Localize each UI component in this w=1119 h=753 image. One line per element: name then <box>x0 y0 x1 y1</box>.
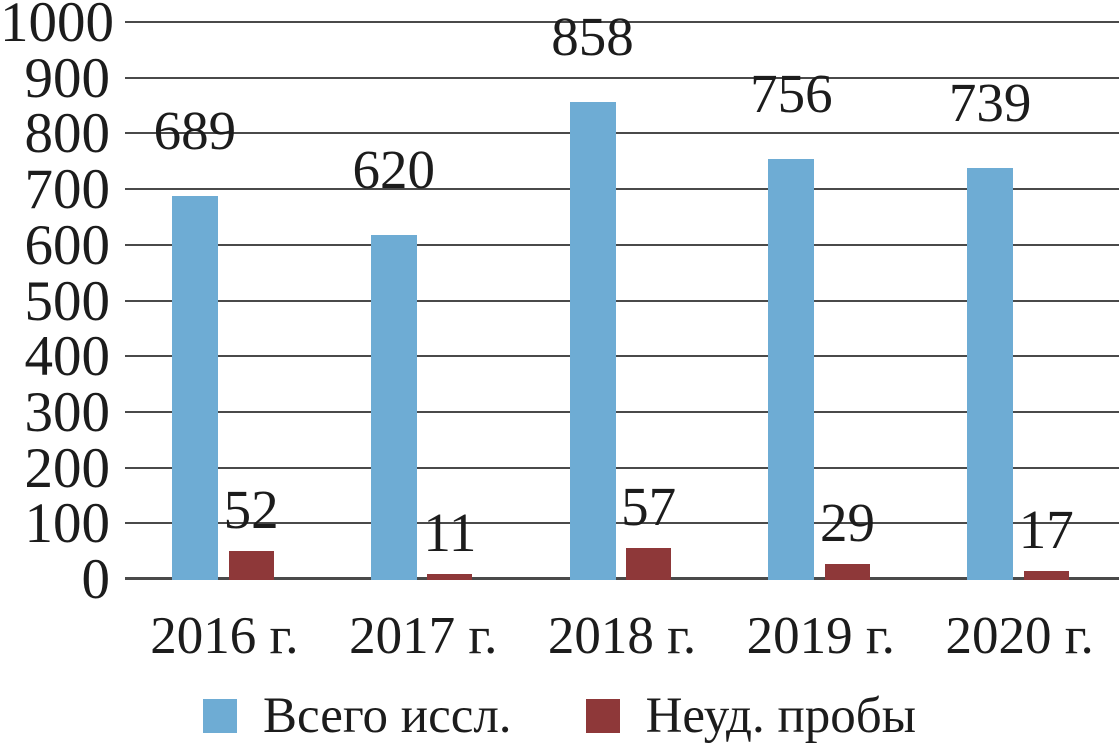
legend: Всего иссл. Неуд. пробы <box>0 690 1119 742</box>
x-tick-label: 2017 г. <box>349 607 498 665</box>
bar-failed-2016 г. <box>228 551 274 580</box>
x-tick-label: 2019 г. <box>746 607 895 665</box>
bar-value-label: 756 <box>750 62 833 124</box>
y-tick-label: 400 <box>24 325 111 389</box>
gridline <box>125 522 1119 525</box>
gridline <box>125 21 1119 23</box>
y-tick-label: 500 <box>24 269 111 333</box>
legend-label-total: Всего иссл. <box>262 688 512 744</box>
y-tick-label: 800 <box>24 102 111 166</box>
y-tick-label: 200 <box>24 436 111 500</box>
gridline <box>125 410 1119 413</box>
y-tick-label: 100 <box>24 492 111 556</box>
y-tick-label: 700 <box>24 158 111 222</box>
x-axis: 2016 г. 2017 г. 2018 г. 2019 г. 2020 г. <box>125 604 1119 668</box>
y-tick-label: 300 <box>24 380 111 444</box>
bar-failed-2019 г. <box>824 563 870 580</box>
y-tick-label: 600 <box>24 213 111 277</box>
gridline <box>125 355 1119 358</box>
bar-value-label: 689 <box>153 100 237 162</box>
gridline <box>125 466 1119 469</box>
bar-value-label: 57 <box>621 476 677 538</box>
bar-total-2016 г. <box>171 196 218 580</box>
bar-total-2017 г. <box>370 234 417 580</box>
bar-total-2018 г. <box>569 102 616 580</box>
bar-failed-2018 г. <box>626 548 672 580</box>
y-tick-label: 900 <box>24 46 111 110</box>
legend-item-total: Всего иссл. <box>202 688 512 744</box>
y-tick-label: 1000 <box>0 0 114 54</box>
y-tick-label: 0 <box>81 548 111 611</box>
y-axis: 0 100 200 300 400 500 600 700 800 900 1000 <box>0 0 114 610</box>
bar-total-2020 г. <box>967 168 1014 580</box>
bar-value-label: 620 <box>352 138 435 200</box>
legend-label-failed: Неуд. пробы <box>645 688 917 744</box>
x-tick-label: 2016 г. <box>150 607 299 665</box>
bar-failed-2020 г. <box>1023 570 1069 580</box>
legend-item-failed: Неуд. пробы <box>585 688 917 744</box>
gridline <box>125 299 1119 302</box>
bar-total-2019 г. <box>768 158 815 580</box>
legend-swatch-blue-icon <box>202 699 237 733</box>
bar-failed-2017 г. <box>427 573 473 580</box>
bar-value-label: 858 <box>551 6 634 68</box>
bar-value-label: 11 <box>423 501 477 563</box>
bar-value-label: 29 <box>819 491 875 553</box>
gridline <box>125 132 1119 135</box>
bar-value-label: 52 <box>223 479 279 541</box>
legend-swatch-red-icon <box>585 699 620 733</box>
gridline <box>125 188 1119 191</box>
bar-value-label: 17 <box>1018 498 1074 560</box>
gridline <box>125 76 1119 79</box>
x-tick-label: 2018 г. <box>547 607 697 665</box>
x-axis-baseline <box>125 577 1119 580</box>
gridline <box>125 243 1119 246</box>
plot-area: 689 620 858 756 739 52 11 57 29 17 <box>125 9 1119 580</box>
x-tick-label: 2020 г. <box>945 607 1094 665</box>
bar-value-label: 739 <box>948 72 1032 134</box>
